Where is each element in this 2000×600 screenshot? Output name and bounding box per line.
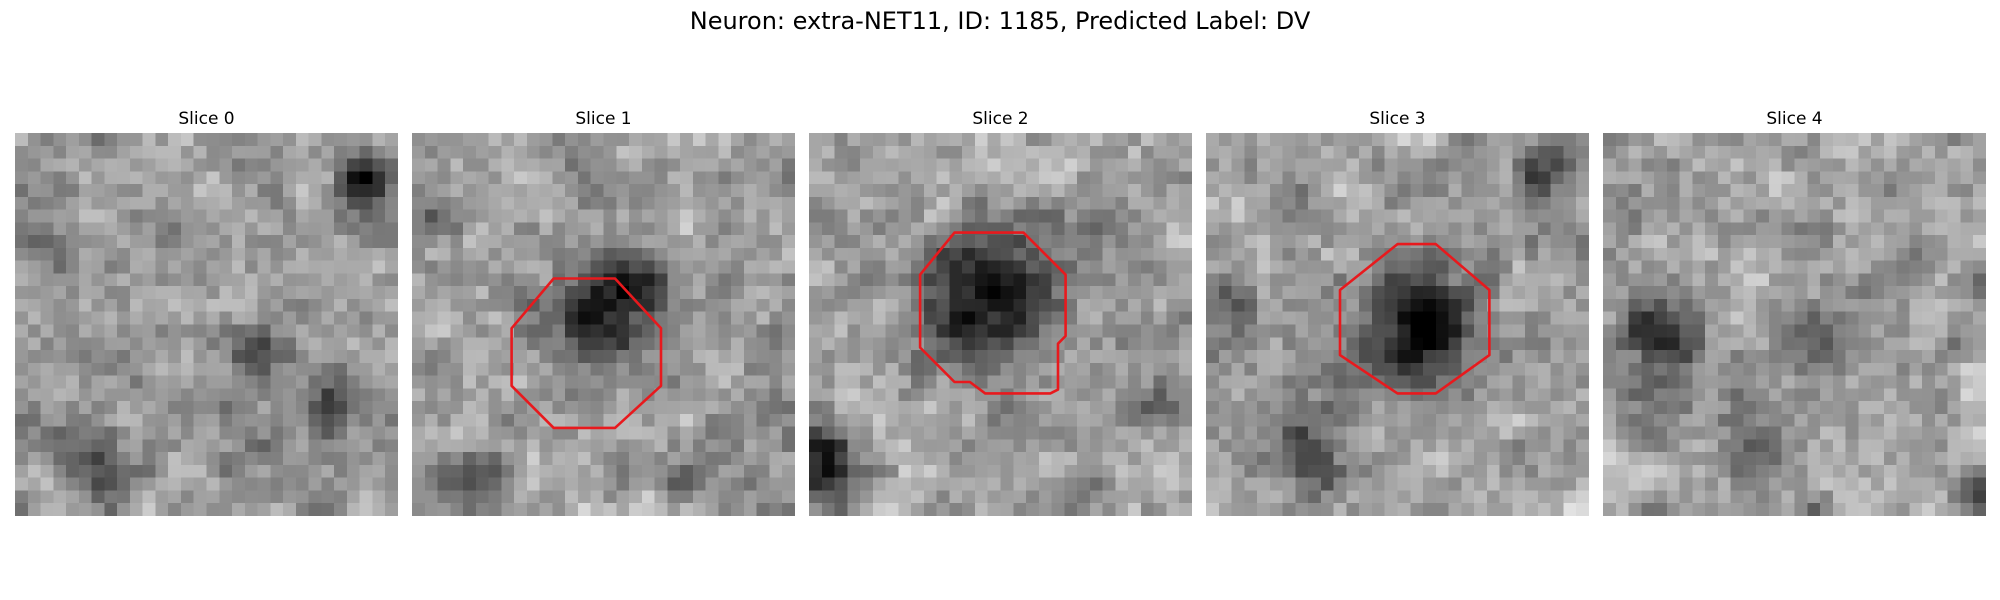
slice-title: Slice 1 bbox=[575, 109, 632, 129]
slice-title: Slice 0 bbox=[178, 109, 235, 129]
slice-panel-0: Slice 0 bbox=[15, 108, 398, 516]
slice-image bbox=[412, 133, 795, 516]
slice-panel-1: Slice 1 bbox=[412, 108, 795, 516]
slice-title: Slice 3 bbox=[1369, 109, 1426, 129]
slice-image bbox=[1206, 133, 1589, 516]
slice-image bbox=[1603, 133, 1986, 516]
slice-title: Slice 2 bbox=[972, 109, 1029, 129]
figure-title: Neuron: extra-NET11, ID: 1185, Predicted… bbox=[689, 7, 1311, 35]
slice-panel-4: Slice 4 bbox=[1603, 108, 1986, 516]
slice-title: Slice 4 bbox=[1766, 109, 1823, 129]
slice-panel-3: Slice 3 bbox=[1206, 108, 1589, 516]
slice-panel-2: Slice 2 bbox=[809, 108, 1192, 516]
slice-image bbox=[15, 133, 398, 516]
slice-image bbox=[809, 133, 1192, 516]
